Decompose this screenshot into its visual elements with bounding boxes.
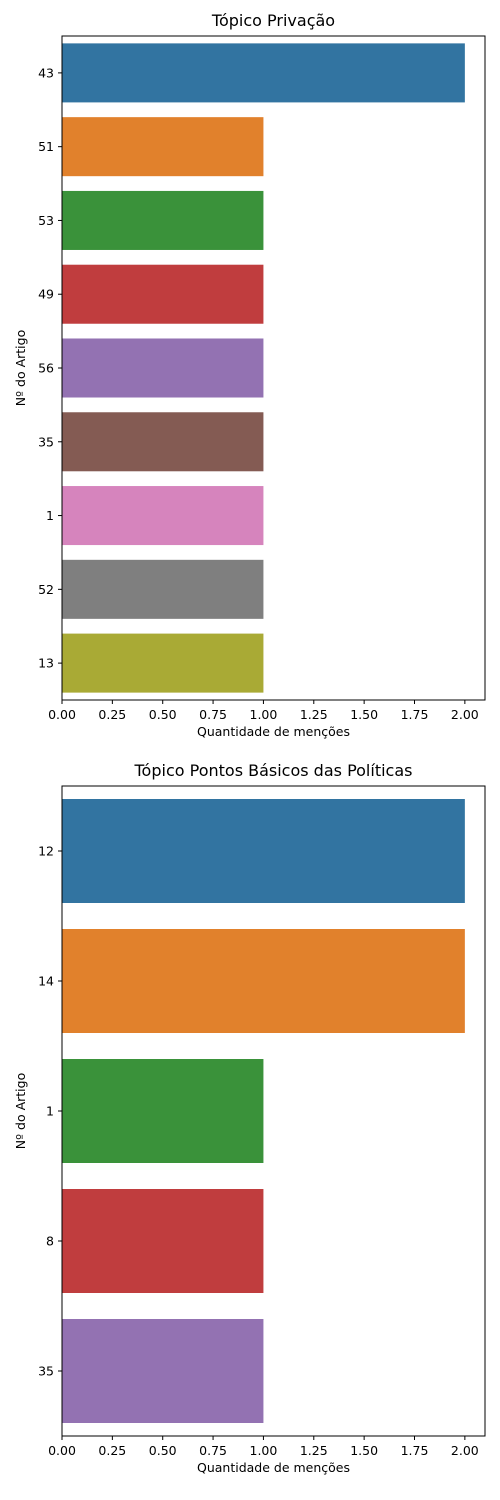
y-tick-label: 13	[38, 656, 54, 671]
y-tick-label: 49	[38, 287, 54, 302]
y-tick-label: 53	[38, 213, 54, 228]
bar-52	[62, 559, 264, 619]
x-tick-label: 1.50	[350, 1443, 378, 1458]
bar-14	[62, 929, 465, 1033]
chart-panel-2: Tópico Pontos Básicos das Políticas 12 14 1…	[13, 761, 486, 1475]
x-tick-label: 1.00	[250, 1443, 278, 1458]
x-tick-label: 1.00	[250, 707, 278, 722]
x-tick-label: 0.25	[98, 1443, 126, 1458]
bar-51	[62, 117, 264, 177]
bar-1	[62, 486, 264, 546]
y-tick-label: 1	[46, 508, 54, 523]
y-tick-label: 43	[38, 65, 54, 80]
bar-35	[62, 412, 264, 472]
x-tick-label: 1.50	[350, 707, 378, 722]
x-tick-label: 2.00	[451, 707, 479, 722]
bar-49	[62, 264, 264, 324]
x-tick-label: 1.25	[300, 1443, 328, 1458]
x-tick-label: 1.25	[300, 707, 328, 722]
y-tick-label: 35	[38, 434, 54, 449]
y-tick-label: 14	[38, 974, 54, 989]
bar-1	[62, 1059, 264, 1163]
x-tick-label: 0.00	[48, 1443, 76, 1458]
x-axis-label: Quantidade de menções	[197, 1460, 350, 1475]
y-tick-label: 35	[38, 1364, 54, 1379]
bar-53	[62, 190, 264, 250]
x-tick-label: 0.50	[149, 707, 177, 722]
y-tick-label: 56	[38, 361, 54, 376]
x-axis-label: Quantidade de menções	[197, 724, 350, 739]
y-axis-label: Nº do Artigo	[13, 330, 28, 406]
y-tick-label: 52	[38, 582, 54, 597]
x-tick-label: 0.25	[98, 707, 126, 722]
x-tick-label: 1.75	[401, 707, 429, 722]
y-tick-label: 12	[38, 844, 54, 859]
bar-35	[62, 1319, 264, 1423]
bar-56	[62, 338, 264, 398]
x-tick-label: 0.50	[149, 1443, 177, 1458]
chart-panel-1: Tópico Privação 43 51 53 49 56 35 1 52 13 0.00 0.25…	[13, 11, 486, 739]
y-tick-label: 51	[38, 139, 54, 154]
plot-frame	[61, 785, 486, 1437]
x-tick-label: 0.00	[48, 707, 76, 722]
plot-frame	[61, 35, 486, 701]
x-tick-label: 1.75	[401, 1443, 429, 1458]
x-tick-label: 2.00	[451, 1443, 479, 1458]
y-tick-label: 8	[46, 1234, 54, 1249]
bar-8	[62, 1189, 264, 1293]
x-tick-label: 0.75	[199, 1443, 227, 1458]
chart-title: Tópico Pontos Básicos das Políticas	[134, 761, 413, 780]
bar-13	[62, 633, 264, 693]
y-tick-label: 1	[46, 1104, 54, 1119]
y-axis-label: Nº do Artigo	[13, 1073, 28, 1149]
bar-12	[62, 799, 465, 903]
chart-title: Tópico Privação	[211, 11, 335, 30]
x-tick-label: 0.75	[199, 707, 227, 722]
bar-43	[62, 43, 465, 103]
